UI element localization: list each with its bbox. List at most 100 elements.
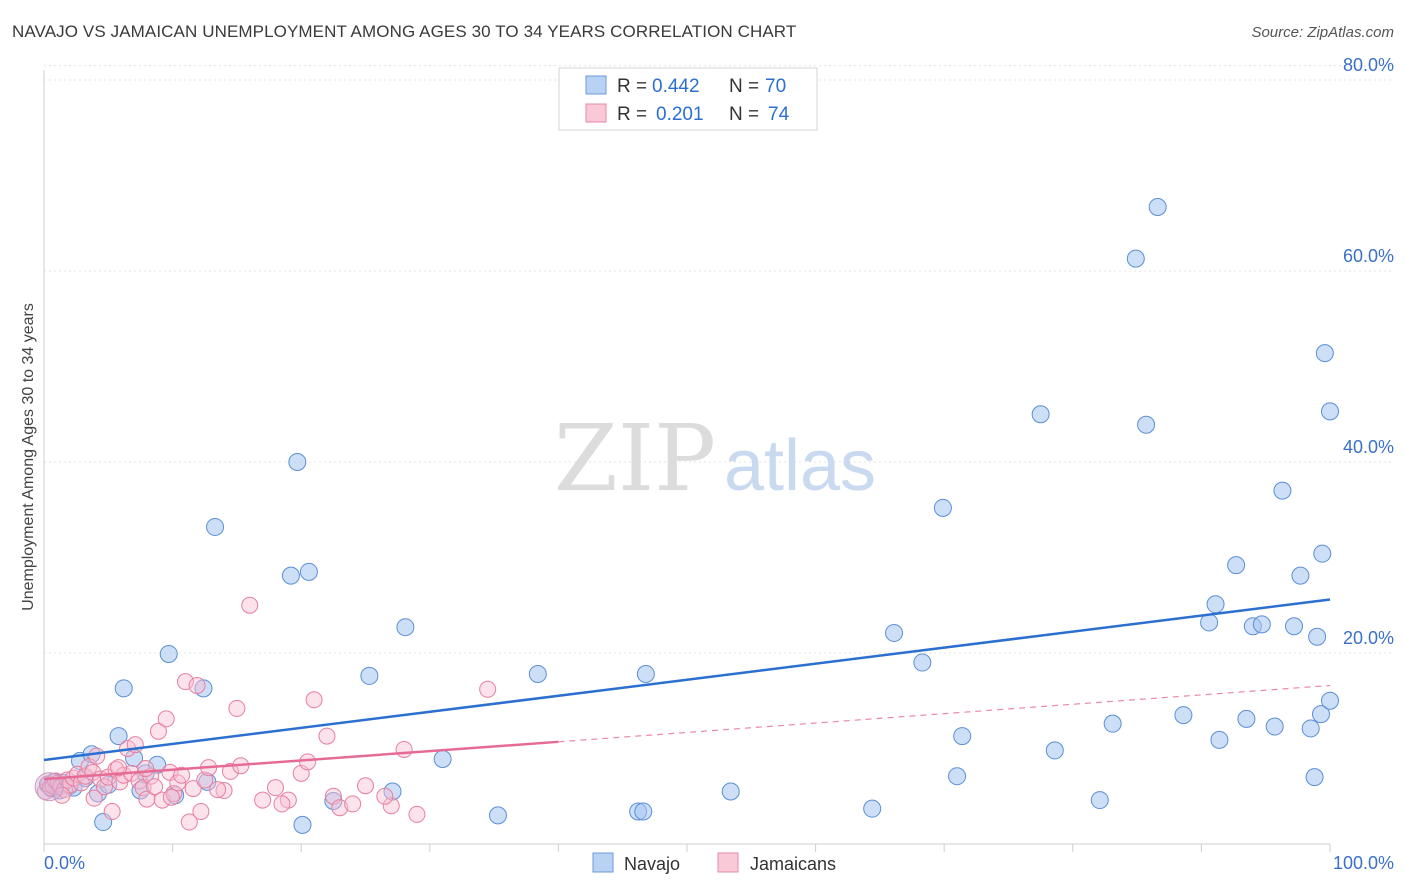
jamaicans-point: [382, 797, 400, 815]
jamaicans-point: [215, 782, 233, 800]
data-points: [34, 198, 1339, 834]
navajo-point: [360, 666, 379, 685]
x-tick-label-max: 100.0%: [1333, 853, 1394, 873]
jamaicans-point: [395, 740, 413, 758]
navajo-point: [159, 644, 178, 663]
navajo-point: [1315, 344, 1334, 363]
navajo-point: [1321, 691, 1339, 710]
jamaicans-point: [149, 722, 167, 740]
navajo-point: [913, 653, 932, 672]
navajo-point: [1227, 556, 1246, 575]
jamaicans-point: [318, 727, 336, 745]
jamaicans-point: [85, 789, 103, 807]
legend: R = 0.442 N = 70 R = 0.201 N = 74: [558, 67, 818, 131]
jamaicans-point: [157, 710, 175, 728]
y-tick-label: 80.0%: [1343, 55, 1394, 75]
navajo-point: [1284, 617, 1303, 636]
legend-jamaicans-swatch: [585, 103, 607, 123]
jamaicans-point: [228, 699, 246, 717]
navajo-point: [1313, 544, 1332, 563]
navajo-point: [1206, 595, 1225, 614]
legend-jamaicans-r-label: R =: [617, 104, 647, 125]
jamaicans-point: [344, 795, 362, 813]
jamaicans-point: [254, 791, 272, 809]
jamaicans-point: [331, 799, 349, 817]
jamaicans-point: [299, 753, 317, 771]
legend-navajo-r-value: 0.442: [652, 76, 700, 97]
jamaicans-point: [162, 788, 180, 806]
jamaicans-point: [479, 680, 497, 698]
bottom-legend: Navajo Jamaicans: [592, 852, 836, 874]
navajo-point: [293, 815, 312, 834]
navajo-point: [114, 679, 133, 698]
legend-navajo-n-label: N =: [729, 76, 759, 97]
jamaicans-point: [188, 676, 206, 694]
jamaicans-point: [184, 780, 202, 798]
navajo-point: [528, 665, 547, 684]
navajo-point: [433, 750, 452, 769]
navajo-point: [948, 767, 967, 786]
navajo-point: [396, 618, 415, 637]
jamaicans-point: [103, 803, 121, 821]
legend-jamaicans-n-label: N =: [729, 104, 759, 125]
navajo-point: [721, 782, 740, 801]
legend-jamaicans-r-value: 0.201: [656, 104, 704, 125]
navajo-point: [1174, 706, 1193, 725]
jamaicans-point: [137, 760, 155, 778]
navajo-point: [1045, 741, 1064, 760]
jamaicans-point: [180, 813, 198, 831]
navajo-point: [383, 782, 402, 801]
jamaicans-point: [95, 778, 113, 796]
jamaicans-point: [146, 778, 164, 796]
jamaicans-point: [266, 779, 284, 797]
watermark-zip: ZIP: [554, 405, 716, 512]
jamaicans-point: [221, 762, 239, 780]
y-tick-label: 40.0%: [1343, 437, 1394, 457]
jamaicans-point: [273, 795, 291, 813]
bottom-legend-jamaicans-swatch: [717, 852, 739, 873]
navajo-point: [288, 453, 307, 471]
trend-lines: [43, 598, 1331, 781]
legend-navajo-n-value: 70: [765, 76, 786, 97]
navajo-point: [1148, 198, 1167, 217]
grid: [44, 65, 1394, 654]
chart-title: NAVAJO VS JAMAICAN UNEMPLOYMENT AMONG AG…: [12, 22, 797, 41]
navajo-point: [953, 727, 972, 746]
jamaicans-point: [110, 759, 128, 777]
legend-navajo-swatch: [585, 75, 607, 95]
x-tick-label-min: 0.0%: [44, 853, 85, 873]
navajo-point: [1252, 615, 1271, 634]
source-label: Source: ZipAtlas.com: [1251, 24, 1394, 41]
jamaicans-point: [173, 766, 191, 784]
navajo-point: [1090, 791, 1109, 810]
navajo-point: [1237, 709, 1256, 728]
jamaicans-point: [192, 803, 210, 821]
navajo-point: [281, 566, 300, 585]
navajo-point: [1265, 717, 1284, 736]
navajo-point: [885, 623, 904, 642]
bottom-legend-navajo-swatch: [592, 852, 614, 873]
navajo-point: [863, 799, 882, 818]
navajo-point: [109, 727, 128, 746]
navajo-point: [1301, 719, 1320, 738]
y-tick-label: 20.0%: [1343, 628, 1394, 648]
navajo-point: [1305, 768, 1324, 787]
jamaicans-point: [169, 774, 187, 792]
jamaicans-point: [305, 691, 323, 709]
jamaicans-trend-extension: [558, 684, 1331, 743]
navajo-point: [1137, 415, 1156, 434]
navajo-point: [206, 517, 225, 536]
legend-jamaicans-n-value: 74: [768, 104, 790, 125]
jamaicans-point: [408, 805, 426, 823]
navajo-point: [1308, 627, 1327, 646]
watermark-atlas: atlas: [724, 426, 876, 506]
navajo-point: [1311, 705, 1330, 724]
jamaicans-point: [209, 781, 227, 799]
cluster-point: [34, 772, 64, 802]
navajo-point: [636, 665, 655, 684]
navajo-point: [933, 498, 952, 517]
jamaicans-point: [357, 777, 374, 795]
jamaicans-point: [138, 790, 156, 808]
navajo-point: [1291, 566, 1310, 585]
